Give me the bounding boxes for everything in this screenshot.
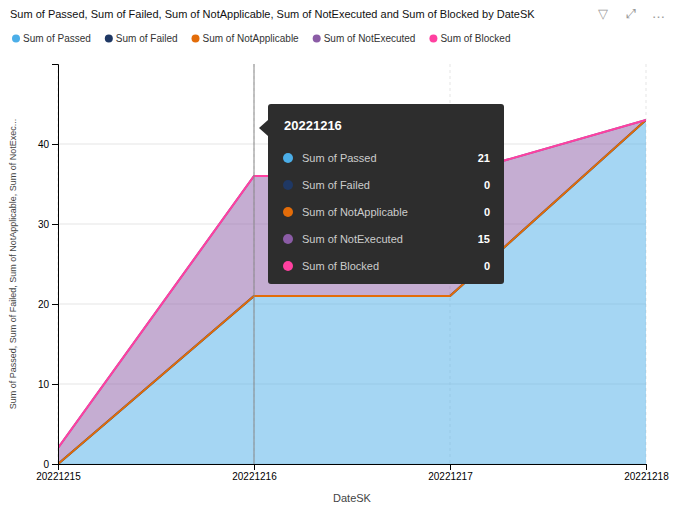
tooltip-dot <box>283 153 293 163</box>
tick-mark <box>450 464 451 470</box>
tick-mark <box>646 464 647 470</box>
legend-marker <box>429 35 437 43</box>
tooltip-dot <box>283 261 293 271</box>
tick: 20 <box>38 299 58 310</box>
tick-label: 40 <box>38 139 50 150</box>
tooltip-label: Sum of NotApplicable <box>302 206 408 218</box>
tooltip: 20221216 Sum of Passed 21 Sum of Failed 0 Sum… <box>259 104 504 284</box>
tooltip-value: 0 <box>484 179 490 191</box>
tick: 30 <box>38 219 58 230</box>
tick-label: 20221216 <box>232 471 277 482</box>
legend-marker <box>313 35 321 43</box>
chart: Sum of Passed, Sum of Failed, Sum of Not… <box>0 0 686 514</box>
tooltip-box <box>268 104 504 284</box>
tick-label: 0 <box>43 459 49 470</box>
legend-marker <box>12 35 20 43</box>
y-axis: 0 10 20 30 40 <box>38 65 59 470</box>
grid-line-x <box>254 64 255 464</box>
tick: 20221216 <box>232 464 277 482</box>
legend: Sum of Passed Sum of Failed Sum of NotAppl… <box>12 33 510 44</box>
tooltip-label: Sum of Passed <box>302 152 377 164</box>
icon: ⤢ <box>626 6 636 21</box>
axis-line <box>59 465 647 471</box>
icon: … <box>652 6 665 21</box>
icon: ▽ <box>598 6 608 21</box>
tick-mark <box>52 464 58 465</box>
tooltip-title: 20221216 <box>284 118 342 133</box>
tooltip-value: 0 <box>484 260 490 272</box>
tick-mark <box>52 144 58 145</box>
tick: 0 <box>43 459 58 470</box>
legend-item: Sum of Failed <box>105 33 178 44</box>
tooltip-label: Sum of Failed <box>302 179 370 191</box>
tooltip-pointer <box>259 120 268 136</box>
legend-marker <box>105 35 113 43</box>
tooltip-value: 21 <box>478 152 490 164</box>
title: Sum of Passed, Sum of Failed, Sum of Not… <box>10 8 535 20</box>
tick-mark <box>52 304 58 305</box>
tick-mark <box>52 224 58 225</box>
legend-label: Sum of NotExecuted <box>324 33 416 44</box>
legend-item: Sum of NotExecuted <box>313 33 416 44</box>
tick: 10 <box>38 379 58 390</box>
legend-label: Sum of NotApplicable <box>203 33 300 44</box>
tick-mark <box>52 384 58 385</box>
marks <box>58 64 646 464</box>
legend-label: Sum of Blocked <box>440 33 510 44</box>
tick-label: 30 <box>38 219 50 230</box>
tick-label: 10 <box>38 379 50 390</box>
x-axis-title: DateSK <box>333 492 372 504</box>
tick-label: 20221215 <box>36 471 81 482</box>
tooltip-label: Sum of NotExecuted <box>302 233 403 245</box>
tick-label: 20 <box>38 299 50 310</box>
tick: 20221217 <box>428 464 473 482</box>
plot: 20221215 20221216 20221217 20221218 0 10 20 30 4… <box>36 64 669 482</box>
tick-label: 20221218 <box>624 471 669 482</box>
legend-label: Sum of Failed <box>116 33 178 44</box>
tick: 40 <box>38 139 58 150</box>
axis-line <box>52 65 59 465</box>
tooltip-value: 0 <box>484 206 490 218</box>
tick: 20221218 <box>624 464 669 482</box>
tooltip-dot <box>283 234 293 244</box>
vertical-line <box>254 64 255 464</box>
tooltip-label: Sum of Blocked <box>302 260 379 272</box>
legend-label: Sum of Passed <box>23 33 91 44</box>
legend-marker <box>192 35 200 43</box>
grid <box>58 64 646 464</box>
legend-item: Sum of Passed <box>12 33 91 44</box>
tick-label: 20221217 <box>428 471 473 482</box>
legend-item: Sum of NotApplicable <box>192 33 300 44</box>
tick-mark <box>254 464 255 470</box>
tooltip-value: 15 <box>478 233 490 245</box>
legend-item: Sum of Blocked <box>429 33 510 44</box>
tooltip-dot <box>283 180 293 190</box>
tooltip-dot <box>283 207 293 217</box>
x-axis: 20221215 20221216 20221217 20221218 <box>36 464 669 482</box>
y-axis-title: Sum of Passed, Sum of Failed, Sum of Not… <box>8 119 18 410</box>
